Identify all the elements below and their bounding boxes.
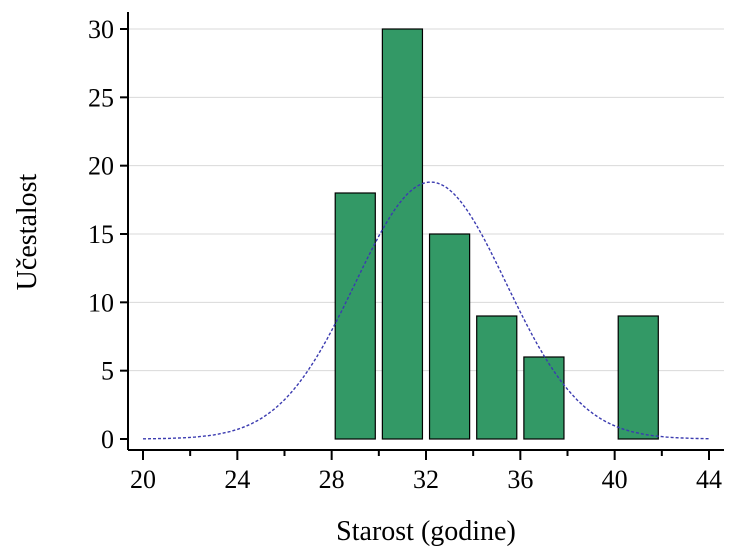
y-tick-label: 30 — [88, 15, 114, 44]
x-tick-label: 44 — [696, 465, 722, 494]
y-tick-label: 10 — [88, 288, 114, 317]
x-tick-label: 32 — [413, 465, 439, 494]
y-tick-label: 15 — [88, 220, 114, 249]
y-tick-label: 25 — [88, 83, 114, 112]
bars — [334, 28, 659, 440]
y-axis-title: Učestalost — [12, 173, 43, 290]
y-tick-labels: 0 5 10 15 20 25 30 — [88, 15, 114, 454]
bar — [381, 28, 424, 440]
x-tick-label: 36 — [507, 465, 533, 494]
normal-curve — [143, 181, 709, 440]
bar — [334, 192, 376, 440]
bar — [617, 315, 659, 440]
bar — [428, 233, 471, 440]
x-tick-label: 28 — [319, 465, 345, 494]
x-tick-label: 24 — [224, 465, 250, 494]
axes — [120, 12, 724, 460]
bar — [476, 315, 518, 440]
bar — [523, 356, 565, 440]
x-tick-label: 20 — [130, 465, 156, 494]
x-tick-label: 40 — [602, 465, 628, 494]
y-tick-label: 0 — [101, 425, 114, 454]
y-tick-label: 5 — [101, 357, 114, 386]
x-tick-labels: 20 24 28 32 36 40 44 — [130, 465, 722, 494]
y-tick-label: 20 — [88, 152, 114, 181]
x-axis-title: Starost (godine) — [336, 516, 516, 547]
